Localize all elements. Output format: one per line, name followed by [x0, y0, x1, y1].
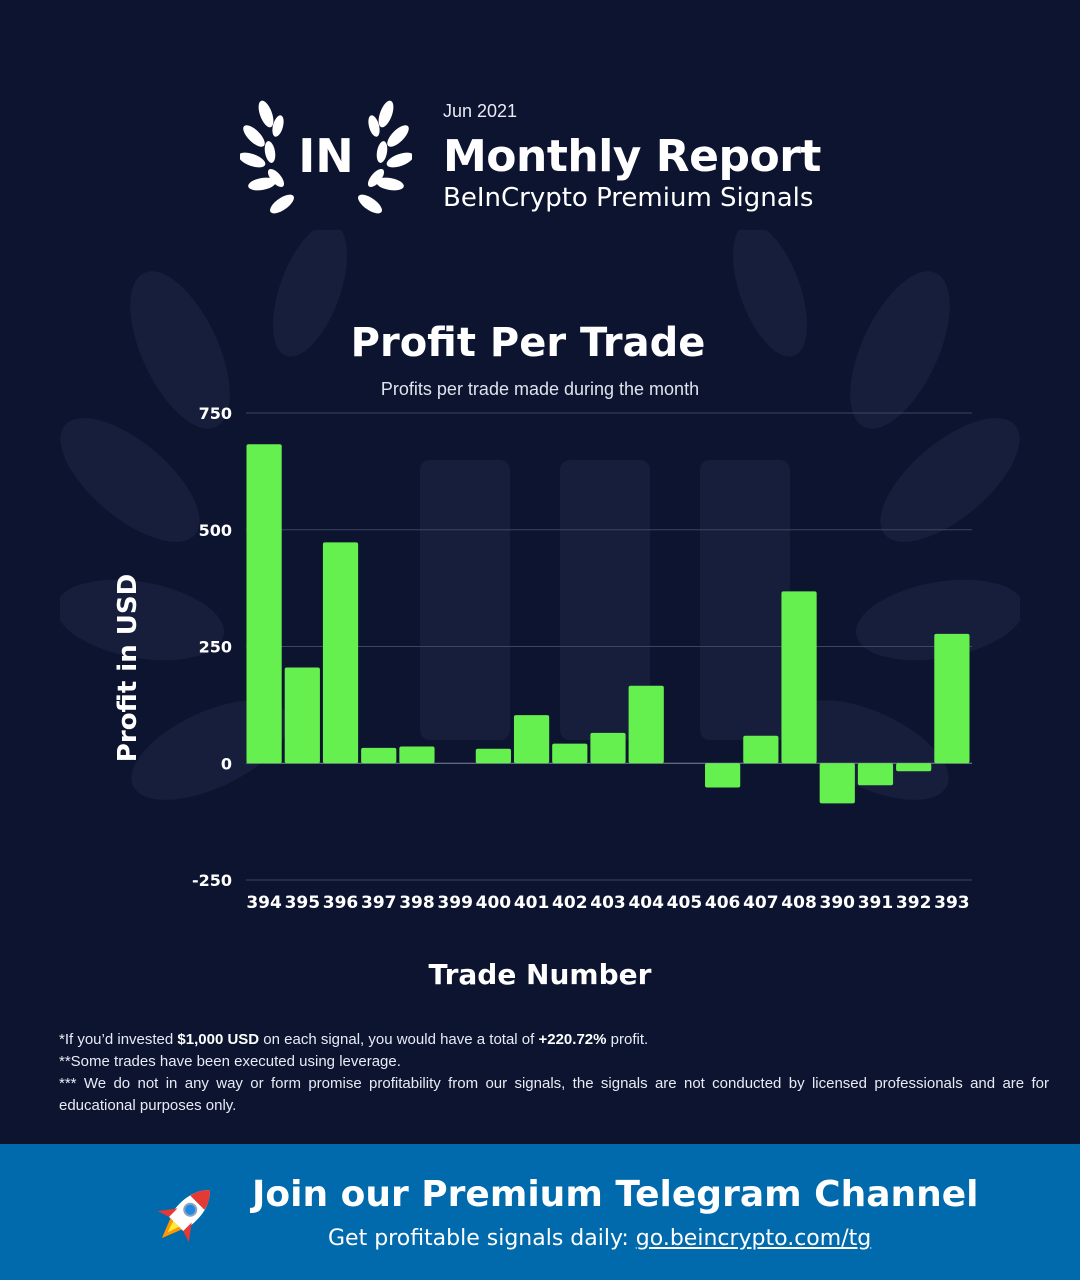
x-tick-label: 405 [667, 893, 703, 913]
bar-trade-402 [552, 743, 588, 764]
bar-trade-392 [896, 763, 932, 772]
chart-bars [246, 444, 970, 804]
disclaimer-notes: *If you’d invested $1,000 USD on each si… [59, 1029, 1049, 1117]
x-tick-label: 408 [781, 893, 817, 913]
chart-title: Profit Per Trade [350, 320, 706, 366]
report-header: IN Jun 2021 Monthly Report BeInCrypto Pr… [0, 0, 1080, 260]
y-axis-title: Profit in USD [113, 574, 143, 762]
y-tick-label: 500 [199, 521, 232, 540]
footer-sub-text: Get profitable signals daily: [328, 1226, 636, 1251]
bar-trade-396 [322, 542, 359, 764]
x-tick-label: 404 [628, 893, 664, 913]
x-tick-label: 393 [934, 893, 970, 913]
logo-text: IN [298, 129, 354, 183]
bar-trade-403 [590, 732, 626, 764]
bar-trade-400 [475, 748, 511, 764]
bar-trade-398 [399, 746, 435, 764]
x-tick-label: 396 [323, 893, 359, 913]
y-tick-label: 750 [199, 404, 232, 423]
bar-trade-401 [513, 715, 550, 764]
x-tick-label: 399 [437, 893, 473, 913]
report-date: Jun 2021 [443, 101, 518, 121]
x-tick-label: 407 [743, 893, 779, 913]
x-tick-label: 406 [705, 893, 741, 913]
x-tick-label: 391 [858, 893, 894, 913]
bar-trade-408 [781, 591, 817, 764]
x-tick-label: 403 [590, 893, 626, 913]
bar-trade-404 [628, 685, 664, 764]
bar-trade-394 [246, 444, 282, 764]
bar-trade-406 [705, 763, 741, 788]
rocket-icon [157, 1189, 211, 1243]
x-axis-title: Trade Number [429, 958, 652, 991]
x-tick-label: 392 [896, 893, 932, 913]
x-tick-label: 398 [399, 893, 435, 913]
laurel-logo-icon: IN [240, 100, 412, 214]
note-amount: $1,000 USD [177, 1031, 260, 1048]
x-tick-label: 394 [246, 893, 282, 913]
y-tick-label: -250 [192, 871, 232, 890]
x-tick-label: 395 [285, 893, 321, 913]
note-text: on each signal, you would have a total o… [259, 1031, 539, 1048]
telegram-link[interactable]: go.beincrypto.com/tg [635, 1226, 872, 1251]
bar-trade-391 [857, 763, 894, 786]
page-title: Monthly Report [443, 131, 821, 182]
bar-trade-407 [743, 735, 779, 764]
chart-subtitle: Profits per trade made during the month [380, 379, 700, 399]
x-tick-label: 401 [514, 893, 550, 913]
y-tick-label: 250 [199, 638, 232, 657]
x-tick-label: 397 [361, 893, 397, 913]
x-tick-label: 390 [820, 893, 856, 913]
bar-trade-390 [819, 763, 855, 804]
telegram-banner[interactable]: Join our Premium Telegram Channel Get pr… [0, 1144, 1080, 1280]
bar-trade-393 [934, 633, 970, 764]
note-disclaimer: *** We do not in any way or form promise… [59, 1075, 1049, 1114]
note-profit: +220.72% [538, 1031, 607, 1048]
bar-trade-397 [361, 747, 397, 764]
x-tick-label: 400 [476, 893, 512, 913]
bar-trade-395 [284, 667, 320, 764]
x-tick-label: 402 [552, 893, 588, 913]
footer-title: Join our Premium Telegram Channel [252, 1174, 979, 1215]
footer-subtitle: Get profitable signals daily: go.beincry… [328, 1226, 871, 1251]
note-leverage: **Some trades have been executed using l… [59, 1053, 401, 1070]
note-text: profit. [606, 1031, 649, 1048]
y-tick-label: 0 [221, 754, 232, 773]
note-investment: *If you’d invested $1,000 USD on each si… [59, 1029, 1049, 1051]
page-subtitle: BeInCrypto Premium Signals [443, 183, 814, 213]
note-text: *If you’d invested [59, 1031, 178, 1048]
